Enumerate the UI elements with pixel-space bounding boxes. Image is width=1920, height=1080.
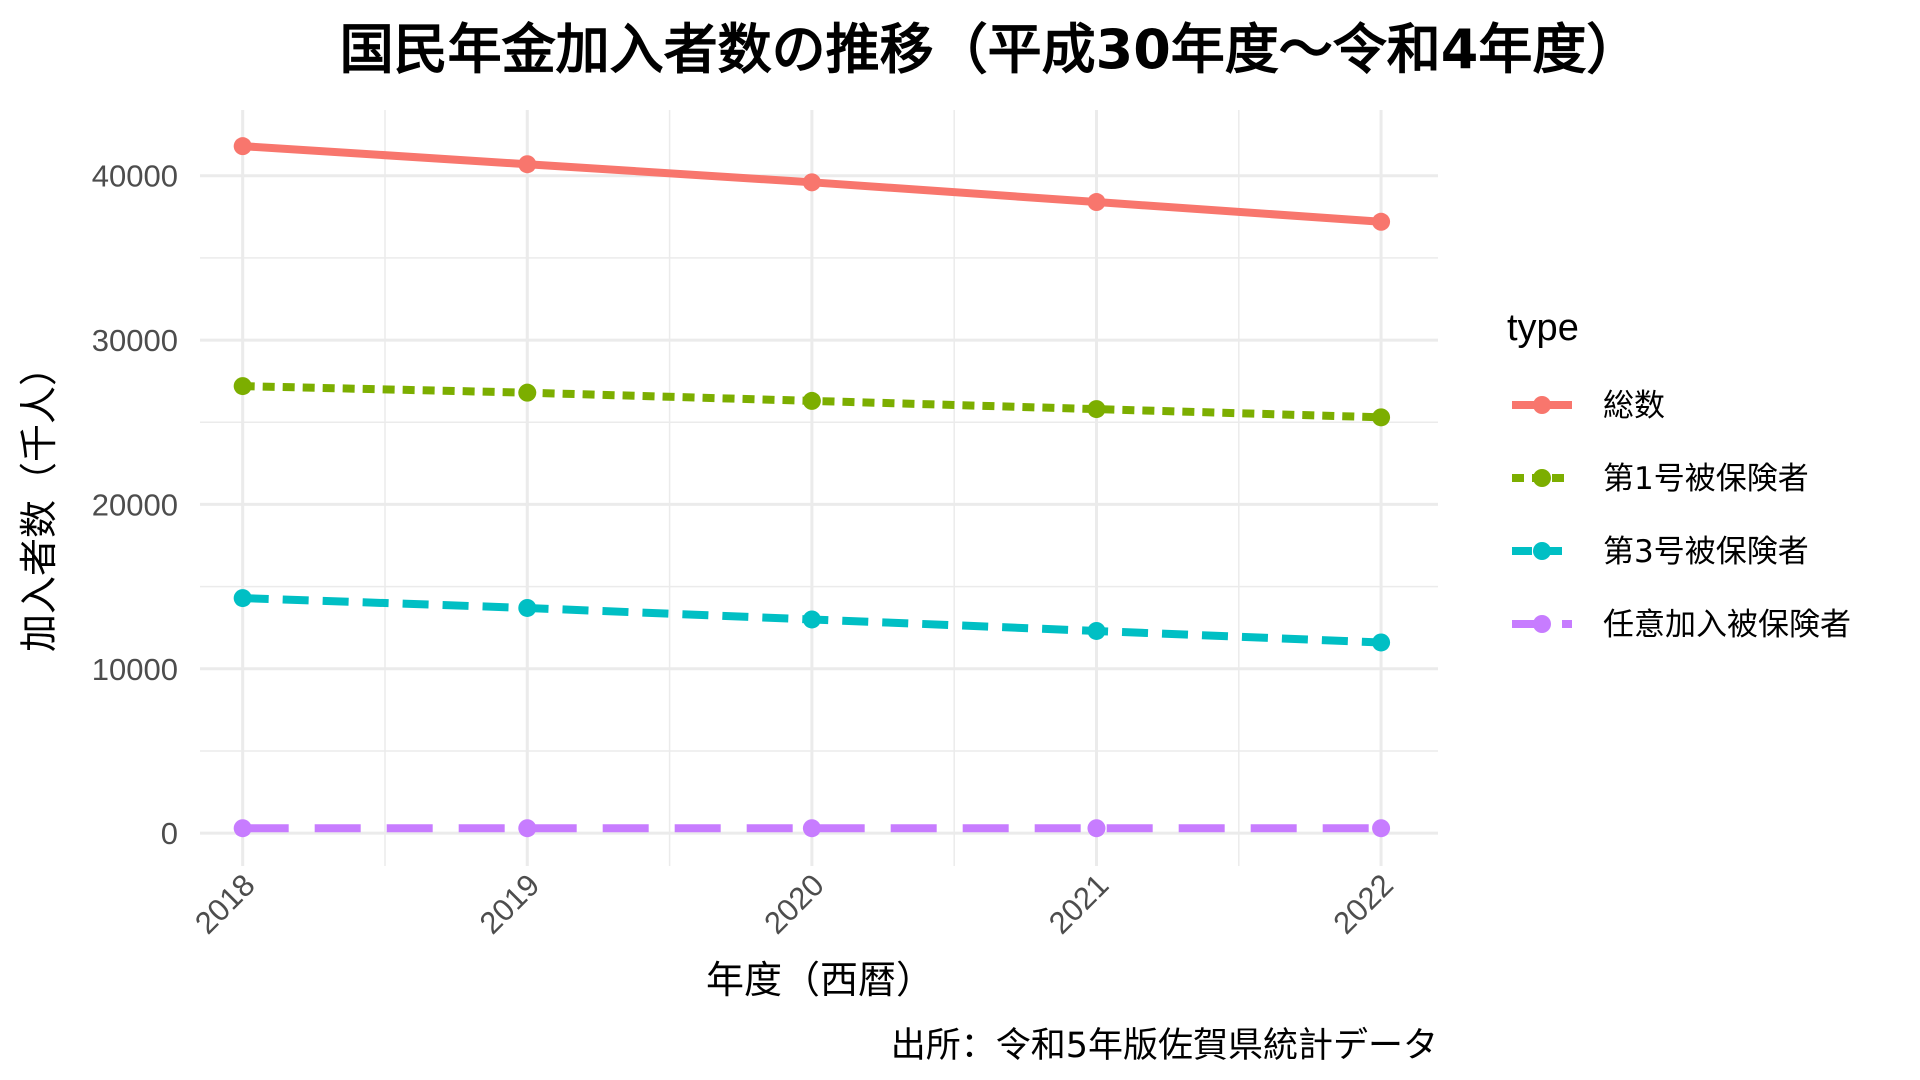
legend-label: 第1号被保険者 (1603, 461, 1809, 497)
data-point (1372, 819, 1391, 838)
x-axis-title: 年度（西暦） (706, 958, 934, 1002)
data-point (233, 819, 252, 838)
data-point (1372, 408, 1391, 427)
data-point (518, 598, 537, 617)
series-group (233, 819, 1391, 838)
data-point (802, 391, 821, 410)
data-point (1087, 193, 1106, 212)
data-point (1087, 621, 1106, 640)
series-layer (233, 137, 1391, 838)
legend-key-point (1533, 542, 1551, 560)
chart-title: 国民年金加入者数の推移（平成30年度～令和4年度） (340, 18, 1641, 81)
legend-label: 総数 (1603, 388, 1665, 424)
y-tick-label: 20000 (92, 487, 178, 522)
y-axis-title: 加入者数（千人） (17, 348, 61, 652)
series-group (233, 589, 1391, 652)
data-point (1087, 400, 1106, 419)
data-point (802, 610, 821, 629)
data-point (1372, 633, 1391, 652)
data-point (233, 377, 252, 396)
data-point (802, 173, 821, 192)
data-point (802, 819, 821, 838)
series-group (233, 137, 1391, 231)
series-group (233, 377, 1391, 427)
data-point (1372, 212, 1391, 231)
y-tick-label: 0 (161, 816, 178, 851)
data-point (233, 589, 252, 608)
legend-key-point (1533, 396, 1551, 414)
data-point (233, 137, 252, 156)
chart-caption: 出所：令和5年版佐賀県統計データ (891, 1026, 1438, 1066)
y-tick-label: 30000 (92, 323, 178, 358)
grid-lines (200, 110, 1438, 866)
data-point (1087, 819, 1106, 838)
y-tick-label: 40000 (92, 159, 178, 194)
legend-key-point (1533, 615, 1551, 633)
legend-key-point (1533, 469, 1551, 487)
legend-title: type (1507, 307, 1579, 349)
legend-label: 任意加入被保険者 (1603, 607, 1851, 643)
data-point (518, 155, 537, 174)
data-point (518, 819, 537, 838)
data-point (518, 383, 537, 402)
y-axis-tick-labels: 0 10000 20000 30000 40000 (92, 159, 178, 851)
legend-label: 第3号被保険者 (1603, 534, 1809, 570)
y-tick-label: 10000 (92, 652, 178, 687)
